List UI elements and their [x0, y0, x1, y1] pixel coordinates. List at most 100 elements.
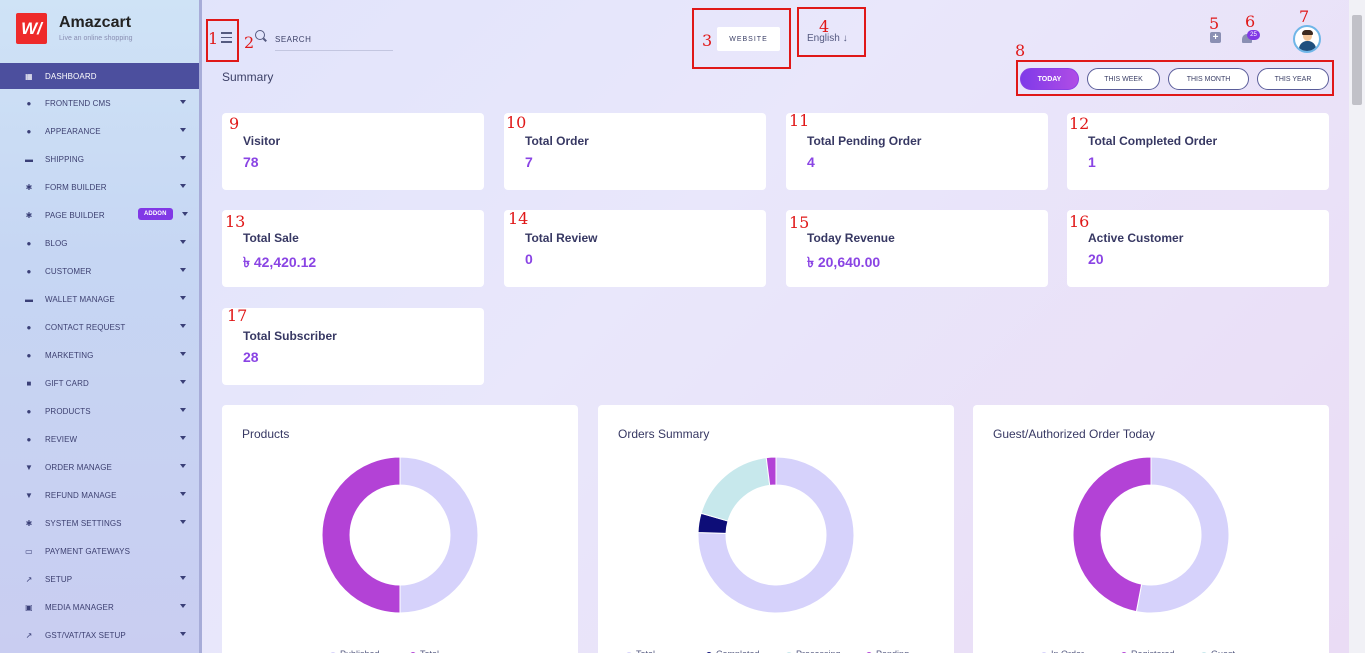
sidebar-item-wallet-manage[interactable]: ▬ Wallet Manage — [0, 285, 199, 313]
sidebar-item-products[interactable]: ● Products — [0, 397, 199, 425]
chevron-down-icon — [180, 240, 186, 244]
sidebar-item-marketing[interactable]: ● Marketing — [0, 341, 199, 369]
legend-item[interactable]: Published — [330, 649, 380, 653]
sidebar: W/ Amazcart Live an online shopping ▦ Das… — [0, 0, 199, 653]
sidebar-item-label: Blog — [45, 238, 68, 248]
donut-slice-registered[interactable] — [1072, 456, 1152, 613]
sidebar-item-label: Review — [45, 434, 78, 444]
card-value: 78 — [243, 154, 259, 170]
legend-item[interactable]: Guest — [1201, 649, 1235, 653]
sidebar-item-frontend-cms[interactable]: ● Frontend CMS — [0, 89, 199, 117]
sidebar-item-contact-request[interactable]: ● Contact Request — [0, 313, 199, 341]
menu-toggle-icon[interactable] — [221, 32, 235, 44]
gift-icon: ■ — [26, 378, 32, 388]
sidebar-item-dashboard[interactable]: ▦ Dashboard — [0, 63, 199, 89]
sidebar-item-label: Payment Gateways — [45, 546, 131, 556]
cogs-icon: ✱ — [25, 182, 33, 192]
chevron-down-icon — [180, 296, 186, 300]
search-input[interactable] — [275, 29, 393, 51]
legend-item[interactable]: Processing — [786, 649, 841, 653]
sidebar-item-blog[interactable]: ● Blog — [0, 229, 199, 257]
sidebar-item-label: Contact Request — [45, 322, 126, 332]
donut-slice-processing[interactable] — [700, 457, 771, 522]
sidebar-item-label: Products — [45, 406, 91, 416]
sidebar-item-gift-card[interactable]: ■ Gift Card — [0, 369, 199, 397]
card-total-review: Total Review 0 — [504, 210, 766, 287]
search-icon — [255, 30, 265, 40]
sidebar-item-review[interactable]: ● Review — [0, 425, 199, 453]
sidebar-item-label: Setup — [45, 574, 73, 584]
sidebar-item-label: Dashboard — [45, 71, 97, 81]
annotation-number: 4 — [819, 17, 830, 36]
card-value: 7 — [525, 154, 533, 170]
donut-slice-total[interactable] — [321, 456, 401, 614]
card-today-revenue: Today Revenue ৳ 20,640.00 — [786, 210, 1048, 287]
wrench-icon: ↗ — [25, 574, 33, 584]
legend-item[interactable]: In Order — [1041, 649, 1084, 653]
chevron-down-icon — [180, 492, 186, 496]
donut-slice-pending[interactable] — [765, 456, 777, 486]
product-icon: ● — [26, 406, 32, 416]
chevron-down-icon — [180, 520, 186, 524]
legend-item[interactable]: Total — [410, 649, 439, 653]
sidebar-item-appearance[interactable]: ● Appearance — [0, 117, 199, 145]
annotation-number: 2 — [244, 33, 255, 52]
card-title: Total Review — [525, 231, 598, 245]
legend-dot-icon — [706, 651, 712, 653]
page-scrollbar[interactable] — [1349, 0, 1365, 653]
addon-badge: ADDON — [138, 208, 173, 220]
image-icon: ▣ — [25, 602, 33, 612]
avatar[interactable] — [1293, 25, 1321, 53]
language-select[interactable]: English ↓ — [807, 33, 848, 44]
website-button[interactable]: WEBSITE — [717, 27, 780, 51]
legend-item[interactable]: Pending — [866, 649, 909, 653]
sidebar-item-page-builder[interactable]: ✱ Page Builder ADDON — [0, 201, 199, 229]
sidebar-item-gst-vat-tax-setup[interactable]: ↗ GST/VAT/TAX Setup — [0, 621, 199, 649]
sidebar-item-order-manage[interactable]: ▼ Order Manage — [0, 453, 199, 481]
card-title: Total Subscriber — [243, 329, 337, 343]
annotation-number: 5 — [1209, 14, 1220, 33]
sidebar-item-shipping[interactable]: ▬ Shipping — [0, 145, 199, 173]
donut-slice-in-order[interactable] — [1135, 456, 1230, 614]
sidebar-item-customer[interactable]: ● Customer — [0, 257, 199, 285]
sidebar-item-label: System Settings — [45, 518, 122, 528]
brand-name: Amazcart — [59, 14, 132, 31]
sidebar-item-system-settings[interactable]: ✱ System Settings — [0, 509, 199, 537]
chart-orders-donut — [697, 456, 855, 614]
card-title: Visitor — [243, 134, 281, 148]
legend-label: Published — [340, 649, 380, 653]
sidebar-item-form-builder[interactable]: ✱ Form Builder — [0, 173, 199, 201]
annotation-number: 8 — [1015, 41, 1026, 60]
annotation-number: 13 — [225, 212, 246, 231]
legend-label: Total — [420, 649, 439, 653]
chevron-down-icon — [180, 408, 186, 412]
page-scrollbar-thumb[interactable] — [1352, 15, 1362, 105]
sidebar-scrollbar[interactable] — [199, 0, 202, 653]
grid-icon: ▦ — [25, 71, 33, 81]
period-year-button[interactable]: This Year — [1257, 68, 1329, 90]
period-today-button[interactable]: Today — [1020, 68, 1079, 90]
brand[interactable]: W/ Amazcart Live an online shopping — [16, 13, 196, 47]
sidebar-item-label: Page Builder — [45, 210, 105, 220]
period-month-button[interactable]: This Month — [1168, 68, 1249, 90]
bell-icon[interactable] — [1242, 34, 1252, 43]
wallet-icon: ▬ — [24, 294, 34, 304]
chart-title: Orders Summary — [618, 427, 710, 441]
sidebar-item-setup[interactable]: ↗ Setup — [0, 565, 199, 593]
card-title: Today Revenue — [807, 231, 895, 245]
legend-dot-icon — [1121, 651, 1127, 653]
sidebar-item-payment-gateways[interactable]: ▭ Payment Gateways — [0, 537, 199, 565]
sidebar-item-refund-manage[interactable]: ▼ Refund Manage — [0, 481, 199, 509]
legend-item[interactable]: Completed — [706, 649, 760, 653]
legend-item[interactable]: Total — [626, 649, 655, 653]
legend-dot-icon — [410, 651, 416, 653]
period-week-button[interactable]: This Week — [1087, 68, 1160, 90]
annotation-number: 7 — [1299, 7, 1310, 26]
donut-slice-published[interactable] — [399, 456, 479, 614]
summary-title: Summary — [222, 70, 274, 84]
legend-item[interactable]: Registered — [1121, 649, 1175, 653]
sidebar-item-media-manager[interactable]: ▣ Media Manager — [0, 593, 199, 621]
donut-slice-total[interactable] — [697, 456, 855, 614]
legend-label: Guest — [1211, 649, 1235, 653]
add-icon[interactable]: + — [1210, 32, 1221, 43]
